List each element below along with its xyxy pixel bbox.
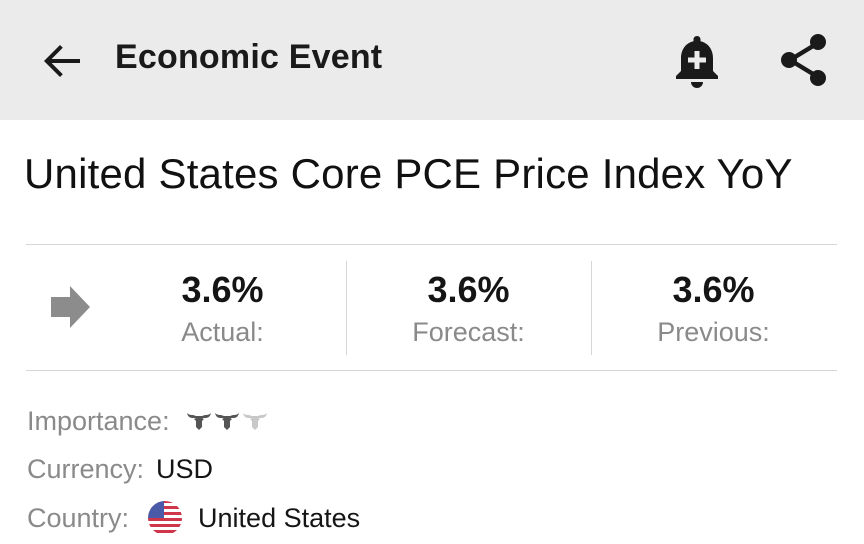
forecast-stat: 3.6% Forecast: xyxy=(346,262,591,354)
importance-rating xyxy=(186,410,268,432)
bell-plus-icon xyxy=(676,36,718,88)
divider-bottom xyxy=(26,370,837,371)
currency-value: USD xyxy=(156,453,214,484)
currency-row: Currency: USD xyxy=(27,451,213,487)
currency-label: Currency: xyxy=(27,453,145,484)
country-value: United States xyxy=(198,502,361,533)
divider-top xyxy=(26,244,837,245)
actual-label: Actual: xyxy=(181,317,264,347)
previous-label: Previous: xyxy=(657,317,770,347)
country-label: Country: xyxy=(27,502,130,533)
bull-icon-active xyxy=(186,413,211,430)
bull-icon-active xyxy=(214,413,239,430)
stat-separator xyxy=(346,261,347,355)
share-icon xyxy=(781,34,826,86)
us-flag-icon xyxy=(148,501,183,535)
app-bar: Economic Event xyxy=(0,0,864,120)
share-button[interactable] xyxy=(774,30,834,90)
event-title: United States Core PCE Price Index YoY xyxy=(24,150,793,197)
previous-stat: 3.6% Previous: xyxy=(591,262,836,354)
add-alert-button[interactable] xyxy=(666,30,728,92)
back-button[interactable] xyxy=(36,36,88,86)
stat-separator xyxy=(591,261,592,355)
arrow-right-icon xyxy=(51,286,90,328)
country-row: Country: United States xyxy=(27,500,360,536)
bull-icon-inactive xyxy=(242,413,267,430)
page-title: Economic Event xyxy=(115,38,383,76)
importance-label: Importance: xyxy=(27,405,170,436)
forecast-label: Forecast: xyxy=(412,317,525,347)
importance-row: Importance: xyxy=(27,403,268,439)
actual-value: 3.6% xyxy=(181,269,264,310)
previous-value: 3.6% xyxy=(672,269,755,310)
actual-stat: 3.6% Actual: xyxy=(100,262,345,354)
arrow-left-icon xyxy=(44,45,80,77)
forecast-value: 3.6% xyxy=(427,269,510,310)
